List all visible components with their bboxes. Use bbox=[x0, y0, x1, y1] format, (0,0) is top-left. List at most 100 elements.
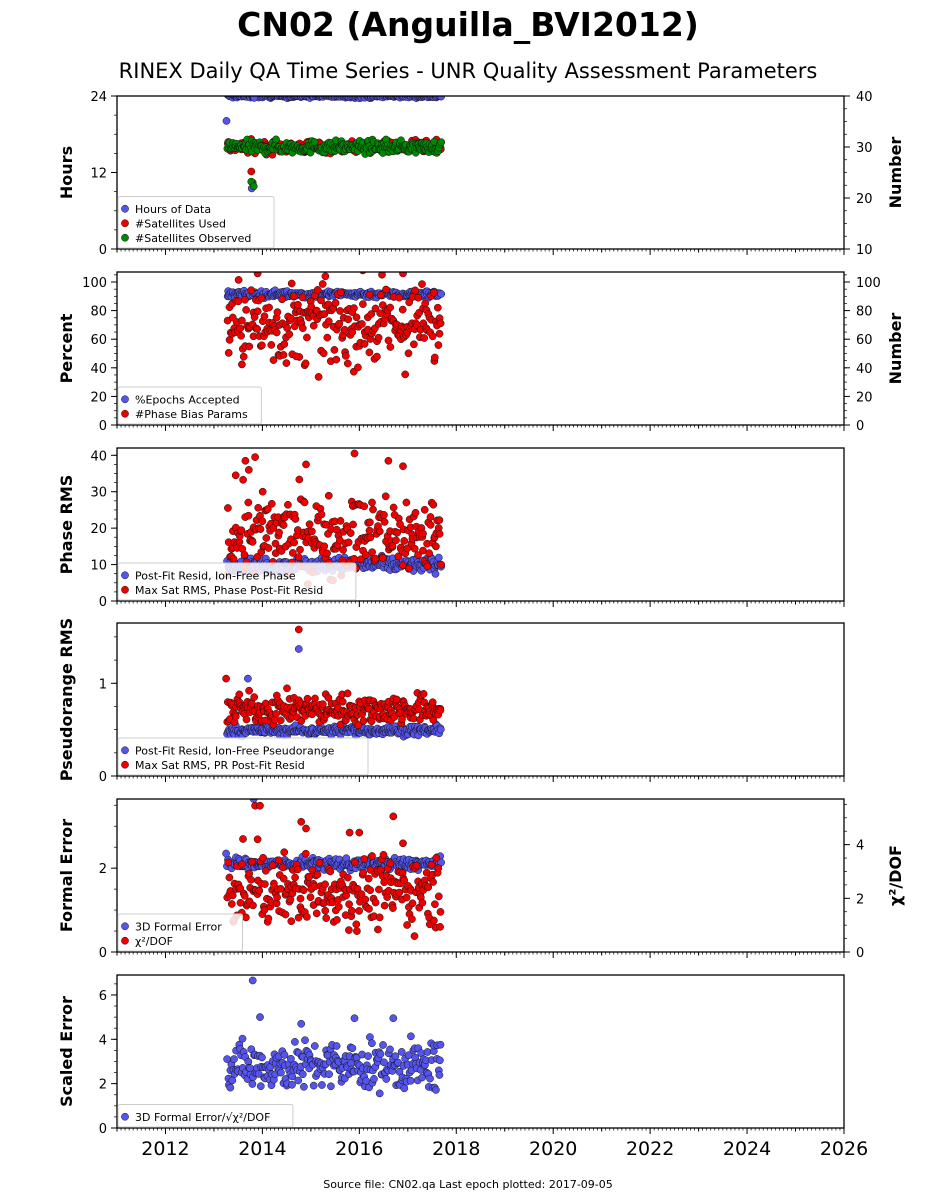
data-point bbox=[435, 530, 444, 538]
data-point bbox=[267, 499, 276, 508]
data-point bbox=[272, 135, 280, 144]
data-point bbox=[420, 505, 429, 514]
data-point bbox=[437, 560, 446, 569]
data-point bbox=[241, 295, 249, 304]
data-point bbox=[285, 330, 294, 339]
data-point bbox=[434, 892, 443, 901]
y-tick-label: 0 bbox=[99, 419, 107, 434]
data-point bbox=[392, 695, 401, 704]
data-point bbox=[294, 1076, 303, 1085]
legend-entry: Hours of Data bbox=[135, 203, 211, 216]
legend-marker bbox=[121, 395, 129, 404]
data-point bbox=[344, 538, 353, 547]
data-point bbox=[299, 886, 308, 895]
data-point bbox=[258, 1053, 266, 1062]
data-point bbox=[419, 529, 427, 538]
data-point bbox=[279, 521, 288, 529]
data-point bbox=[418, 898, 427, 907]
legend-marker bbox=[121, 746, 129, 755]
data-point bbox=[313, 286, 322, 294]
data-point bbox=[259, 853, 267, 862]
data-point bbox=[360, 502, 369, 511]
data-point bbox=[436, 319, 445, 328]
data-point bbox=[298, 324, 307, 333]
data-point bbox=[359, 716, 368, 725]
panel-6-points bbox=[223, 976, 445, 1098]
data-point bbox=[318, 280, 327, 288]
data-point bbox=[406, 1076, 415, 1085]
data-point bbox=[224, 858, 233, 867]
data-point-outlier bbox=[256, 1013, 264, 1021]
panel-5-points bbox=[222, 799, 445, 940]
data-point bbox=[257, 294, 266, 303]
legend-entry: Post-Fit Resid, Ion-Free Pseudorange bbox=[135, 744, 335, 757]
data-point bbox=[402, 893, 411, 902]
data-point-outlier bbox=[297, 817, 306, 826]
data-point-outlier bbox=[350, 449, 359, 458]
data-point bbox=[345, 926, 353, 934]
data-point bbox=[280, 340, 289, 348]
data-point bbox=[303, 913, 311, 921]
data-point bbox=[407, 1032, 415, 1041]
data-point bbox=[236, 324, 245, 333]
data-point bbox=[371, 554, 380, 563]
legend-box bbox=[117, 1104, 294, 1128]
data-point bbox=[427, 860, 436, 869]
data-point bbox=[323, 333, 332, 342]
data-point bbox=[400, 537, 409, 545]
data-point bbox=[414, 293, 423, 302]
data-point-outlier bbox=[241, 456, 250, 465]
data-point bbox=[403, 921, 411, 929]
data-point bbox=[375, 913, 384, 922]
data-point-outlier bbox=[302, 824, 310, 833]
data-point bbox=[331, 299, 340, 307]
data-point bbox=[352, 920, 361, 929]
data-point bbox=[277, 1068, 285, 1077]
data-point bbox=[347, 906, 356, 915]
data-point bbox=[231, 712, 240, 721]
legend-marker bbox=[121, 233, 129, 242]
data-point bbox=[273, 308, 282, 316]
data-point bbox=[318, 1081, 326, 1089]
data-point bbox=[245, 686, 253, 695]
data-point bbox=[435, 1071, 444, 1079]
data-point bbox=[308, 527, 316, 536]
data-point bbox=[253, 307, 262, 316]
data-point bbox=[239, 475, 247, 484]
data-point bbox=[437, 290, 446, 298]
data-point bbox=[351, 858, 359, 867]
series-5-2 bbox=[223, 801, 445, 940]
data-point bbox=[376, 1050, 385, 1058]
data-point bbox=[420, 334, 429, 342]
right-y-tick-label: 0 bbox=[856, 419, 864, 434]
data-point bbox=[421, 299, 430, 308]
data-point bbox=[382, 285, 390, 294]
data-point bbox=[345, 900, 353, 909]
right-y-tick-label: 40 bbox=[856, 90, 873, 105]
data-point bbox=[283, 684, 291, 693]
data-point bbox=[378, 272, 386, 279]
data-point bbox=[336, 517, 345, 525]
series-1-1 bbox=[222, 96, 445, 193]
data-point bbox=[384, 336, 393, 345]
y-tick-label: 1 bbox=[99, 677, 107, 692]
data-point bbox=[238, 860, 246, 868]
data-point bbox=[279, 351, 288, 359]
data-point bbox=[336, 288, 345, 297]
series-4-2 bbox=[222, 625, 445, 730]
right-y-tick-label: 0 bbox=[856, 946, 864, 961]
right-y-tick-label: 20 bbox=[856, 390, 873, 405]
data-point bbox=[320, 542, 329, 551]
data-point bbox=[397, 1048, 406, 1056]
series-2-2 bbox=[223, 272, 445, 381]
data-point bbox=[374, 925, 382, 934]
data-point-outlier bbox=[251, 453, 259, 461]
x-tick-label: 2012 bbox=[141, 1138, 189, 1160]
data-point bbox=[364, 874, 373, 883]
data-point bbox=[238, 360, 246, 369]
data-point bbox=[435, 516, 444, 524]
data-point bbox=[339, 546, 347, 554]
data-point bbox=[343, 689, 352, 698]
data-point bbox=[353, 927, 361, 935]
data-point bbox=[430, 353, 439, 362]
